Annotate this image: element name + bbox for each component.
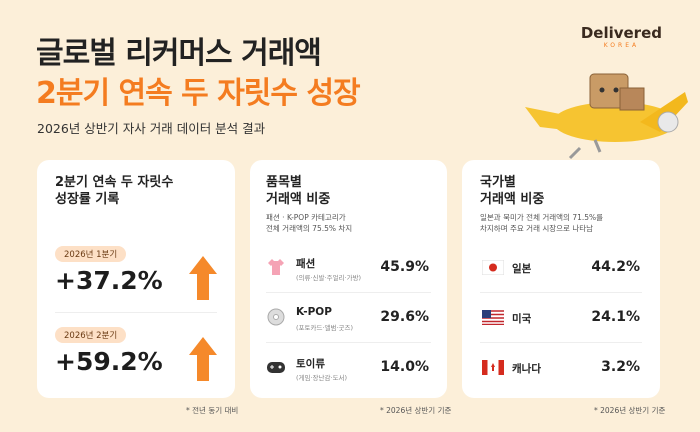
growth-value: +59.2% [55,347,163,376]
share-value: 3.2% [601,359,640,375]
flag-canada [482,360,504,375]
country-name: 미국 [512,313,532,325]
category-name: 토이류 [296,358,325,370]
country-name: 일본 [512,263,532,275]
period-badge: 2026년 1분기 [55,246,127,262]
card-title: 국가별 거래액 비중 [480,174,544,208]
country-row: 캐나다 3.2% [462,344,660,392]
category-name: K-POP [296,306,332,318]
divider [480,292,642,293]
gamepad-icon [267,362,285,373]
growth-value: +37.2% [55,266,163,295]
category-row: 패션 (의류·신발·주얼리·가방) 45.9% [250,244,447,292]
country-row: 일본 44.2% [462,244,660,292]
up-arrow [189,256,217,300]
subtitle: 2026년 상반기 자사 거래 데이터 분석 결과 [37,121,266,136]
country-row: 미국 24.1% [462,294,660,342]
shirt-icon [268,259,284,275]
desc-line: 전체 거래액의 75.5% 차지 [266,224,353,233]
logo-sub: KOREA [603,42,640,49]
category-row: K-POP (포토카드·앨범·굿즈) 29.6% [250,294,447,342]
period-badge: 2026년 2분기 [55,327,127,343]
flag-japan [482,260,504,275]
category-detail: (포토카드·앨범·굿즈) [296,324,354,332]
card-title-line: 품목별 [266,175,302,190]
share-value: 45.9% [380,259,429,275]
category-row: 토이류 (게임·장난감·도서) 14.0% [250,344,447,392]
flag-usa [482,310,504,325]
up-arrow [189,337,217,381]
card-category: 품목별 거래액 비중 패션 · K-POP 카테고리가 전체 거래액의 75.5… [250,160,447,398]
logo: Delivered KOREA [581,24,662,49]
logo-text: Delivered [580,24,662,42]
desc-line: 일본과 북미가 전체 거래액의 71.5%를 [480,213,604,222]
desc-line: 차지하며 주요 거래 시장으로 나타남 [480,224,594,233]
category-detail: (의류·신발·주얼리·가방) [296,274,362,282]
divider [266,342,431,343]
title-line-1: 글로벌 리커머스 거래액 [36,36,322,71]
footnote: * 2026년 상반기 기준 [380,406,452,415]
share-value: 44.2% [591,259,640,275]
footnote: * 2026년 상반기 기준 [594,406,666,415]
card-country: 국가별 거래액 비중 일본과 북미가 전체 거래액의 71.5%를 차지하며 주… [462,160,660,398]
country-name: 캐나다 [512,363,541,375]
card-title-line: 국가별 [480,175,516,190]
share-value: 24.1% [591,309,640,325]
card-growth: 2분기 연속 두 자릿수 성장률 기록 2026년 1분기 +37.2% 202… [37,160,235,398]
card-title-line: 성장률 기록 [55,192,120,207]
title-line-2: 2분기 연속 두 자릿수 성장 [36,76,361,111]
disc-icon [267,308,285,326]
card-desc: 일본과 북미가 전체 거래액의 71.5%를 차지하며 주요 거래 시장으로 나… [480,212,603,234]
card-title-line: 2분기 연속 두 자릿수 [55,175,174,190]
share-value: 29.6% [380,309,429,325]
divider [55,312,217,313]
divider [266,292,431,293]
card-title-line: 거래액 비중 [480,192,545,207]
desc-line: 패션 · K-POP 카테고리가 [266,213,346,222]
divider [480,342,642,343]
footnote: * 전년 동기 대비 [186,406,239,415]
illustration [525,73,688,160]
card-title: 2분기 연속 두 자릿수 성장률 기록 [55,174,173,208]
card-desc: 패션 · K-POP 카테고리가 전체 거래액의 75.5% 차지 [266,212,352,234]
share-value: 14.0% [380,359,429,375]
category-detail: (게임·장난감·도서) [296,374,348,382]
category-name: 패션 [296,258,316,270]
card-title: 품목별 거래액 비중 [266,174,330,208]
card-title-line: 거래액 비중 [266,192,331,207]
